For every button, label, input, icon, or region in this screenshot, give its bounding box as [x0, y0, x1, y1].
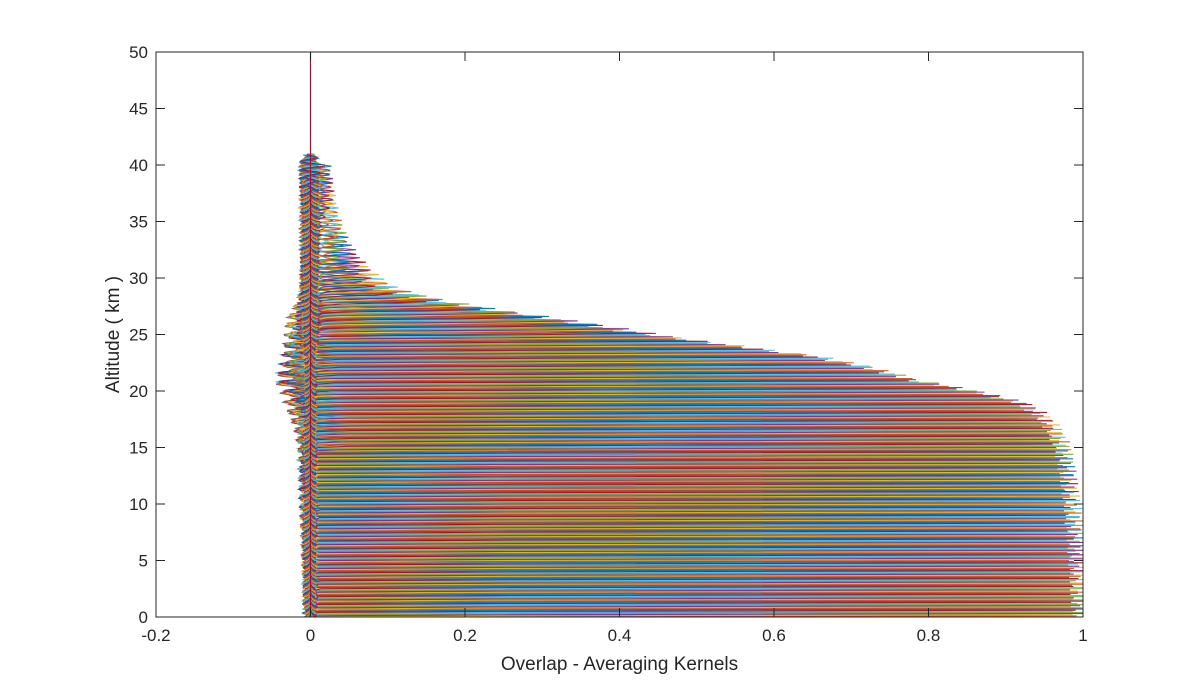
y-tick-label: 5 — [139, 552, 148, 571]
y-tick-label: 25 — [129, 326, 148, 345]
y-tick-label: 0 — [139, 608, 148, 627]
y-axis-label: Altitude ( km ) — [103, 276, 124, 393]
y-axis: 0 5 10 15 20 25 30 35 40 45 50 — [129, 43, 1083, 627]
y-tick-label: 45 — [129, 100, 148, 119]
y-tick-label: 10 — [129, 495, 148, 514]
y-tick-label: 30 — [129, 269, 148, 288]
y-tick-label: 50 — [129, 43, 148, 62]
x-tick-label: 0.6 — [762, 626, 786, 645]
x-tick-label: 1 — [1078, 626, 1087, 645]
x-axis-label: Overlap - Averaging Kernels — [501, 654, 738, 675]
x-tick-label: 0.4 — [608, 626, 632, 645]
y-tick-label: 35 — [129, 213, 148, 232]
y-tick-label: 15 — [129, 439, 148, 458]
x-axis: -0.2 0 0.2 0.4 0.6 0.8 1 — [141, 52, 1088, 645]
x-tick-label: 0.8 — [917, 626, 941, 645]
x-tick-label: -0.2 — [141, 626, 170, 645]
x-tick-label: 0 — [306, 626, 315, 645]
y-tick-label: 20 — [129, 382, 148, 401]
x-tick-label: 0.2 — [453, 626, 477, 645]
kernel-series-line — [299, 154, 332, 201]
y-tick-label: 40 — [129, 156, 148, 175]
